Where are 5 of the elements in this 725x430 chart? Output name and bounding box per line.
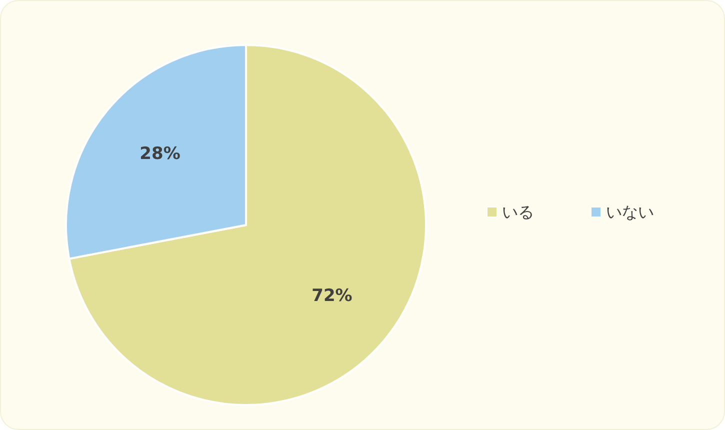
legend-label: いない: [606, 202, 654, 222]
pie-slice: [68, 44, 427, 406]
data-label: 28%: [140, 144, 180, 164]
data-label: 72%: [312, 286, 352, 306]
legend-label: いる: [502, 202, 534, 222]
